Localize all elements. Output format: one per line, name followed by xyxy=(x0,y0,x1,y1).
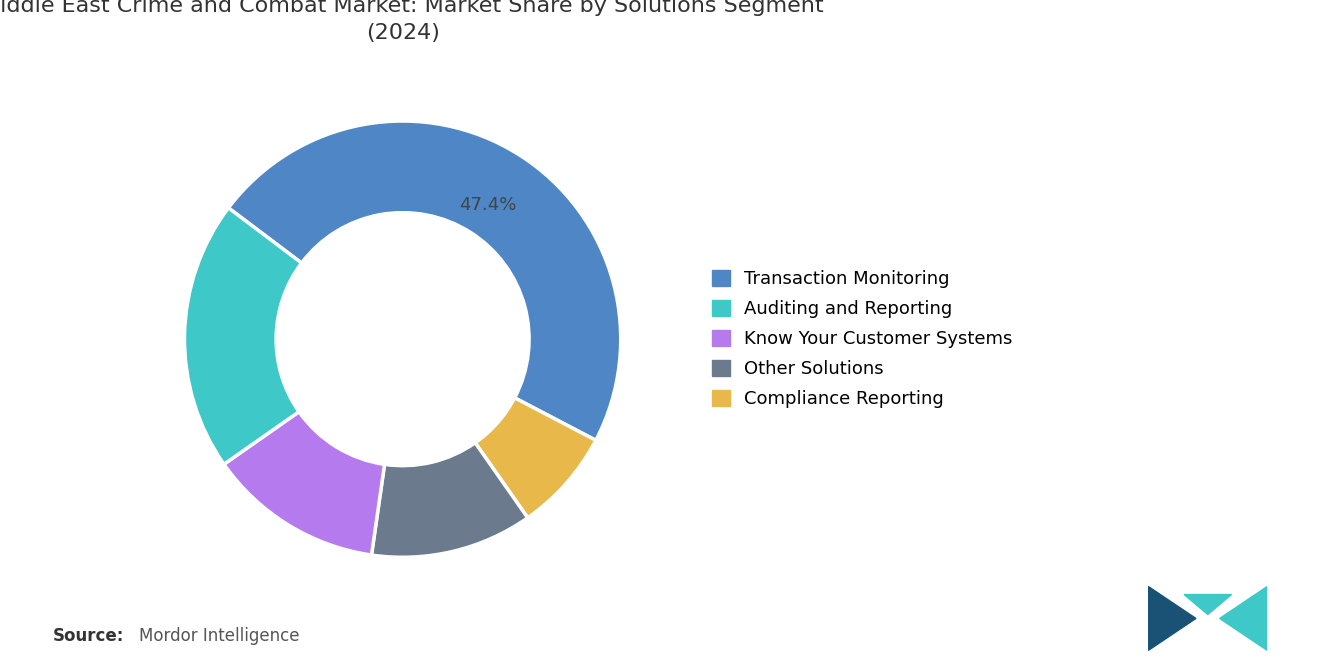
Wedge shape xyxy=(228,121,620,440)
Text: 47.4%: 47.4% xyxy=(459,196,516,213)
Polygon shape xyxy=(1184,595,1232,614)
Title: Middle East Crime and Combat Market: Market Share by Solutions Segment
(2024): Middle East Crime and Combat Market: Mar… xyxy=(0,0,824,43)
Wedge shape xyxy=(371,443,528,557)
Polygon shape xyxy=(1148,587,1196,650)
Polygon shape xyxy=(1220,587,1267,650)
Wedge shape xyxy=(475,398,595,518)
Wedge shape xyxy=(224,412,384,555)
Text: Mordor Intelligence: Mordor Intelligence xyxy=(139,627,300,645)
Wedge shape xyxy=(185,208,301,464)
Legend: Transaction Monitoring, Auditing and Reporting, Know Your Customer Systems, Othe: Transaction Monitoring, Auditing and Rep… xyxy=(711,270,1012,408)
Text: Source:: Source: xyxy=(53,627,124,645)
